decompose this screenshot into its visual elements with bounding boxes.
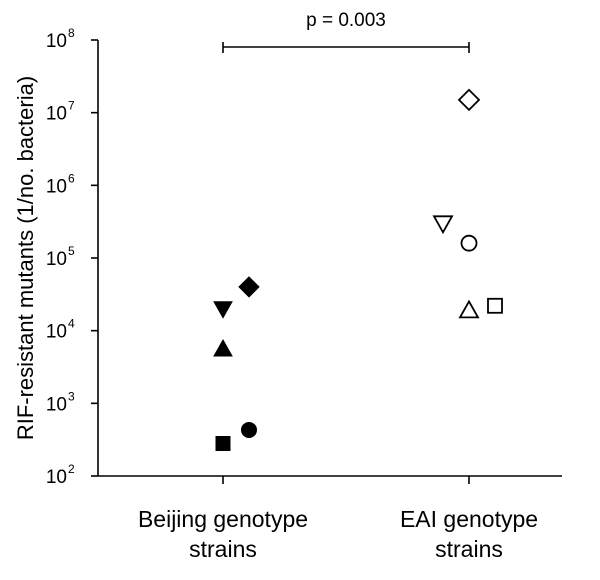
y-tick-label: 10 [46, 104, 67, 125]
data-points [213, 88, 503, 452]
y-tick-exponent: 4 [68, 317, 75, 331]
data-point-triangle-up-filled [213, 338, 233, 357]
y-tick-exponent: 5 [68, 244, 75, 258]
y-tick-exponent: 2 [68, 462, 75, 476]
category-label-eai-line2: strains [435, 536, 503, 562]
y-tick-label: 10 [46, 467, 67, 488]
data-point-square-filled [215, 436, 231, 452]
y-tick-label: 10 [46, 176, 67, 197]
data-point-triangle-down-filled [213, 301, 233, 319]
data-point-triangle-up-open [458, 299, 480, 319]
x-axis [98, 475, 562, 484]
significance-bracket: p = 0.003 [222, 10, 470, 53]
category-label-beijing-line1: Beijing genotype [138, 506, 308, 532]
data-point-diamond-open [457, 88, 481, 112]
y-tick-exponent: 8 [68, 26, 75, 40]
p-value-label: p = 0.003 [306, 10, 386, 31]
data-point-circle-filled [241, 421, 257, 438]
category-label-eai-line1: EAI genotype [400, 506, 538, 532]
data-point-diamond-filled [238, 276, 260, 298]
data-point-square-open [487, 297, 503, 314]
category-label-beijing-line2: strains [189, 536, 257, 562]
data-point-triangle-down-open [432, 215, 454, 235]
y-tick-label: 10 [46, 31, 67, 52]
y-tick-label: 10 [46, 322, 67, 343]
y-axis-label: RIF-resistant mutants (1/no. bacteria) [13, 76, 38, 440]
y-tick-label: 10 [46, 249, 67, 270]
y-tick-label: 10 [46, 394, 67, 415]
y-tick-exponent: 6 [68, 171, 75, 185]
data-point-circle-open [460, 234, 478, 252]
y-tick-exponent: 3 [68, 389, 75, 403]
y-tick-exponent: 7 [68, 99, 75, 113]
